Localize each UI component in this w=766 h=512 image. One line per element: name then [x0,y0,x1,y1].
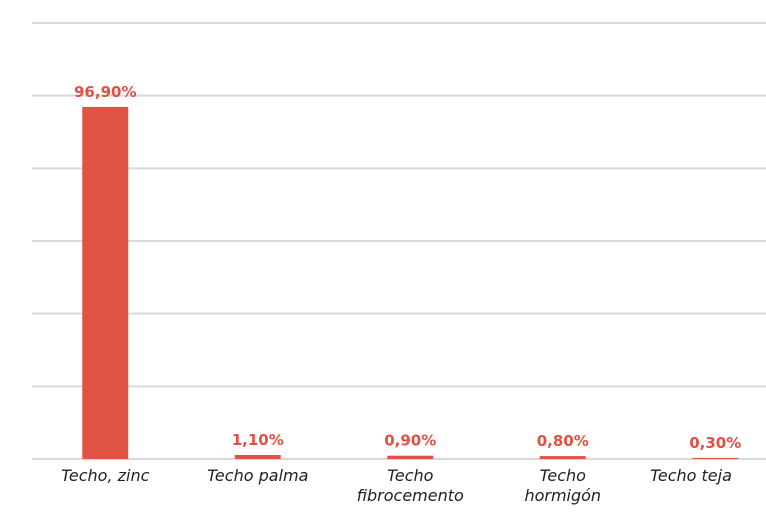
bar [539,456,586,459]
bar [234,455,281,459]
x-tick-label: Techo hormigón [524,466,602,505]
x-tick-label: Techo palma [207,466,309,485]
x-tick-label: Techo, zinc [61,466,150,485]
value-label: 0,90% [384,432,436,450]
x-tick-label: Techo fibrocemento [356,466,464,505]
bar [82,106,129,460]
value-label: 96,90% [74,83,136,101]
value-label: 0,30% [689,434,741,452]
bar [692,457,739,459]
x-tick-label: Techo teja [650,466,732,485]
bar [387,455,434,459]
value-label: 1,10% [232,431,284,449]
value-label: 0,80% [537,432,589,450]
